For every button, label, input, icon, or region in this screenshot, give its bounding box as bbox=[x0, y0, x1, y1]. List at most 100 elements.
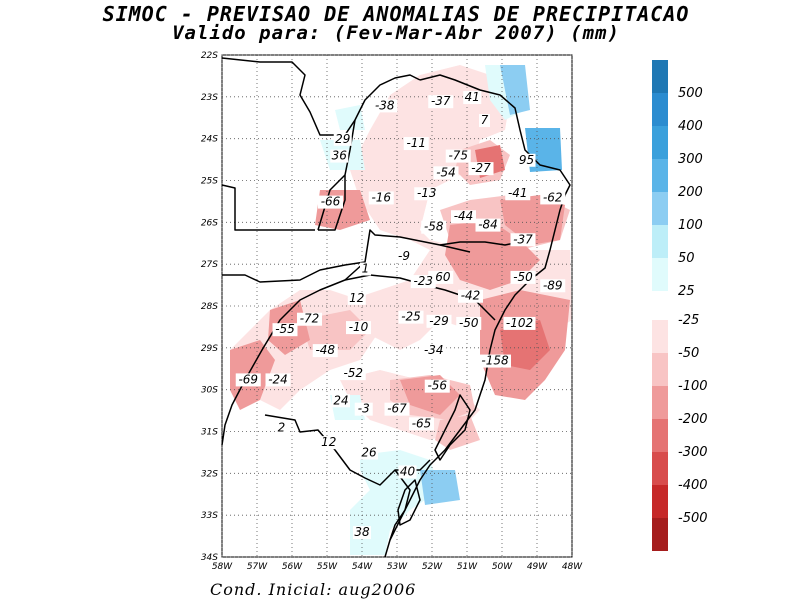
anomaly-value: -10 bbox=[349, 320, 369, 334]
colorbar-label: -25 bbox=[678, 313, 699, 328]
anomaly-label-bg bbox=[272, 323, 298, 337]
lon-tick-label: 48W bbox=[562, 562, 583, 572]
anomaly-value: -25 bbox=[401, 310, 421, 324]
anomaly-value: -23 bbox=[413, 274, 433, 288]
colorbar-label: 200 bbox=[678, 185, 703, 200]
colorbar-label: -500 bbox=[678, 511, 708, 526]
anomaly-label-bg bbox=[398, 465, 417, 479]
shade-red-8 bbox=[500, 320, 550, 370]
anomaly-value: -37 bbox=[431, 94, 451, 108]
anomaly-label-bg bbox=[540, 191, 566, 205]
colorbar-swatch bbox=[652, 192, 668, 225]
lon-tick-label: 54W bbox=[352, 562, 373, 572]
anomaly-value: -27 bbox=[471, 161, 491, 175]
anomaly-label-bg bbox=[265, 373, 291, 387]
anomaly-label-bg bbox=[433, 166, 459, 180]
colorbar-swatch bbox=[652, 320, 668, 353]
anomaly-label-bg bbox=[428, 95, 454, 109]
lon-tick-label: 52W bbox=[422, 562, 443, 572]
anomaly-value: -66 bbox=[321, 195, 341, 209]
colorbar-swatch bbox=[652, 60, 668, 93]
colorbar-swatch bbox=[652, 126, 668, 159]
anomaly-value: 2 bbox=[278, 421, 286, 435]
anomaly-label-bg bbox=[414, 187, 440, 201]
anomaly-label-bg bbox=[468, 162, 494, 176]
anomaly-value: -72 bbox=[300, 312, 320, 326]
anomaly-label-bg bbox=[353, 526, 371, 540]
lat-tick-label: 22S bbox=[201, 51, 218, 61]
anomaly-value: -69 bbox=[238, 372, 258, 386]
anomaly-label-bg bbox=[510, 270, 536, 284]
anomaly-value: 1 bbox=[362, 262, 370, 276]
anomaly-label-bg bbox=[475, 218, 501, 232]
anomaly-value: -13 bbox=[417, 186, 437, 200]
anomaly-label-bg bbox=[410, 275, 436, 289]
initial-condition-note: Cond. Inicial: aug2006 bbox=[210, 580, 417, 599]
colorbar-label: 100 bbox=[678, 218, 703, 233]
lat-tick-label: 33S bbox=[201, 511, 218, 521]
border-brazil-west bbox=[221, 261, 366, 446]
shade-blue-3 bbox=[420, 470, 460, 505]
anomaly-value: -48 bbox=[315, 343, 335, 357]
anomaly-value: -42 bbox=[461, 289, 481, 303]
anomaly-label-bg bbox=[372, 99, 398, 113]
lon-tick-label: 57W bbox=[247, 562, 268, 572]
colorbar-swatch bbox=[652, 419, 668, 452]
colorbar-label: 25 bbox=[678, 284, 695, 299]
anomaly-label-bg bbox=[235, 373, 261, 387]
anomaly-label-bg bbox=[398, 310, 424, 324]
anomaly-value: -54 bbox=[436, 165, 456, 179]
anomaly-label-bg bbox=[426, 314, 452, 328]
anomaly-label-bg bbox=[503, 316, 536, 330]
anomaly-value: -84 bbox=[478, 218, 498, 232]
colorbar-label: 300 bbox=[678, 152, 703, 167]
anomaly-value: -3 bbox=[358, 402, 370, 416]
lon-tick-label: 49W bbox=[527, 562, 548, 572]
anomaly-value: -55 bbox=[275, 322, 295, 336]
anomaly-label-bg bbox=[318, 195, 343, 209]
anomaly-label-bg bbox=[517, 153, 536, 167]
colorbar-swatch bbox=[652, 353, 668, 386]
anomaly-label-bg bbox=[319, 436, 338, 450]
anomaly-label-bg bbox=[332, 394, 350, 408]
anomaly-label-bg bbox=[445, 149, 471, 163]
colorbar-swatch bbox=[652, 258, 668, 291]
anomaly-label-bg bbox=[360, 446, 378, 460]
lat-tick-label: 25S bbox=[201, 177, 218, 187]
colorbar-label: -300 bbox=[678, 445, 708, 460]
colorbar-negative: -25 -50 -100 -200 -300 -400 -500 bbox=[652, 313, 708, 551]
lat-tick-label: 31S bbox=[201, 428, 218, 438]
border-misiones bbox=[221, 184, 315, 231]
anomaly-value: 12 bbox=[349, 291, 364, 305]
lat-tick-label: 29S bbox=[201, 344, 218, 354]
anomaly-value: -44 bbox=[454, 209, 474, 223]
anomaly-value: 7 bbox=[481, 113, 489, 127]
colorbar-swatch bbox=[652, 159, 668, 192]
colorbar-swatch bbox=[652, 452, 668, 485]
anomaly-value: 41 bbox=[465, 90, 480, 104]
state-border-sp-pr bbox=[419, 74, 481, 91]
anomaly-value: -65 bbox=[412, 416, 432, 430]
anomaly-label-bg bbox=[424, 379, 450, 393]
shade-blue-1 bbox=[500, 65, 530, 115]
anomaly-label-bg bbox=[510, 233, 536, 247]
anomaly-value: -102 bbox=[506, 316, 533, 330]
anomaly-label-bg bbox=[312, 344, 338, 358]
lon-tick-label: 53W bbox=[387, 562, 408, 572]
colorbar-label: 500 bbox=[678, 86, 703, 101]
anomaly-value: -37 bbox=[513, 232, 533, 246]
colorbar-swatch bbox=[652, 518, 668, 551]
anomaly-value: 40 bbox=[400, 464, 416, 478]
anomaly-value: -89 bbox=[543, 278, 563, 292]
anomaly-value: -56 bbox=[427, 379, 447, 393]
anomaly-label-bg bbox=[421, 344, 447, 358]
anomaly-label-bg bbox=[360, 262, 371, 276]
anomaly-value: -16 bbox=[371, 190, 391, 204]
anomaly-value: 38 bbox=[354, 525, 370, 539]
anomaly-value: 26 bbox=[361, 446, 377, 460]
lat-tick-label: 27S bbox=[201, 260, 218, 270]
shade-cyan-3 bbox=[335, 105, 365, 130]
anomaly-label-bg bbox=[276, 421, 287, 435]
anomaly-value: -158 bbox=[481, 354, 509, 368]
anomaly-value: -41 bbox=[508, 186, 528, 200]
